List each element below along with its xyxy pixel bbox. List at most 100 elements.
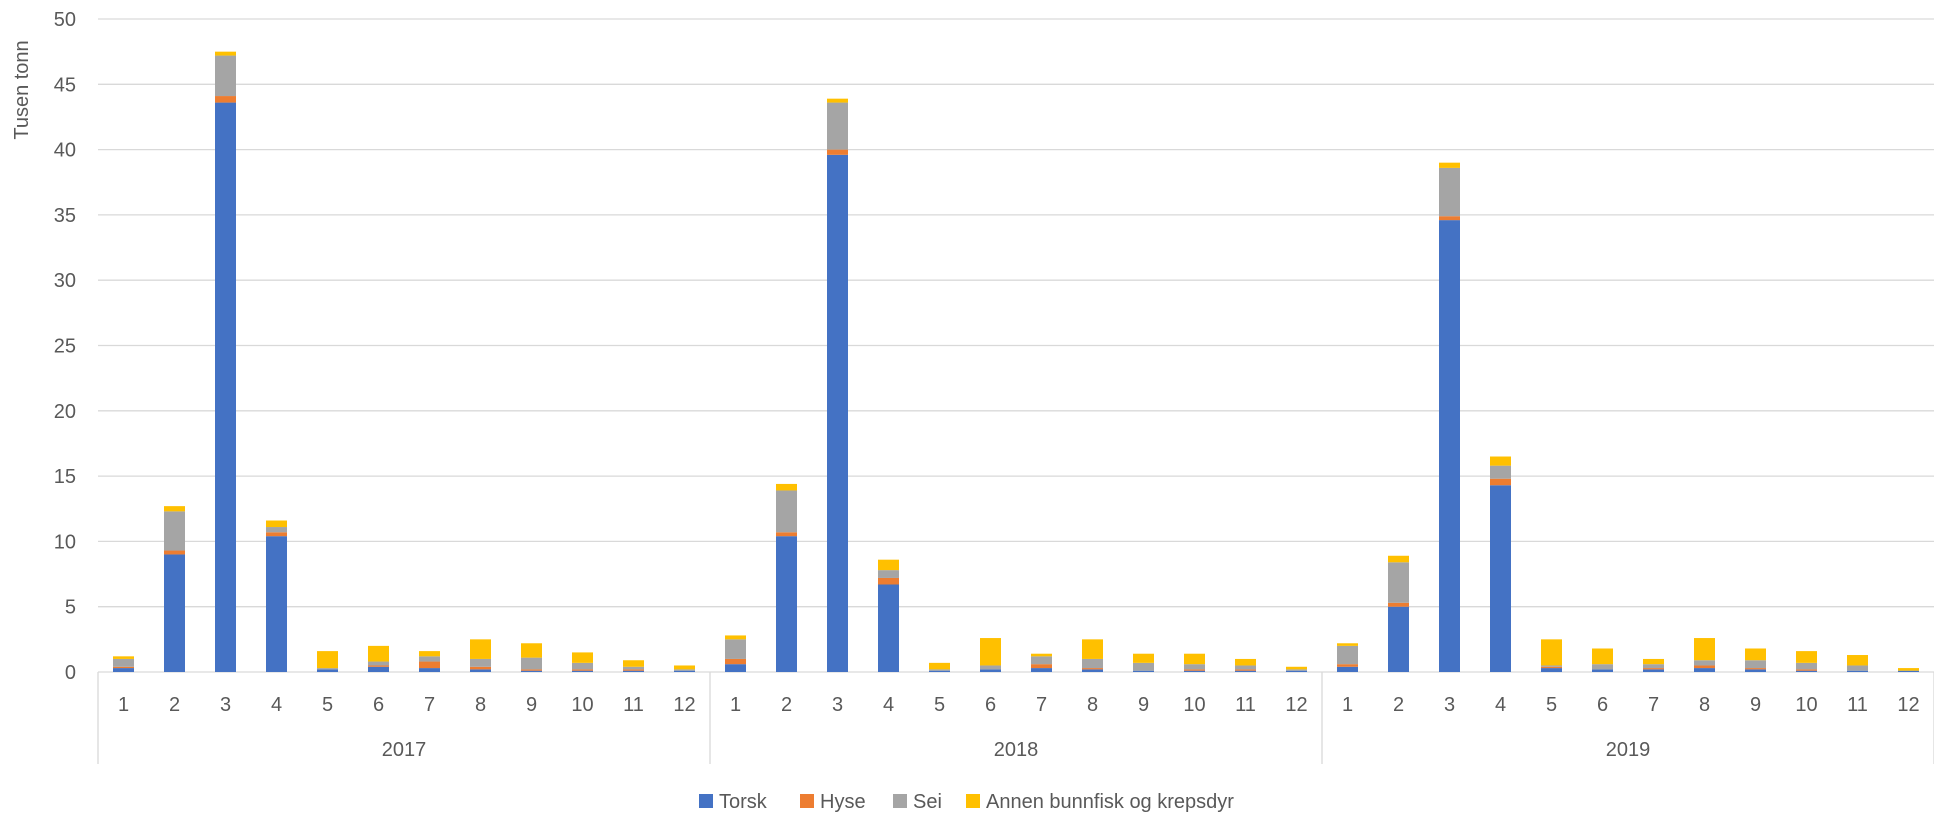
bar-segment-torsk (1745, 669, 1766, 672)
x-tick-label: 7 (424, 694, 435, 716)
bar-segment-torsk (1541, 668, 1562, 672)
bar-segment-sei (1337, 645, 1358, 665)
bar-segment-torsk (827, 154, 848, 673)
x-tick-label: 9 (1138, 694, 1149, 716)
legend-swatch (893, 794, 907, 808)
bar-segment-annen (1490, 456, 1511, 466)
bar-segment-hyse (1694, 665, 1715, 669)
y-axis: 0 5 10 15 20 25 30 35 40 45 50 (54, 9, 76, 684)
bar-segment-sei (1133, 662, 1154, 671)
bars (113, 51, 1919, 673)
bar-segment-sei (1184, 664, 1205, 670)
bar-segment-hyse (572, 669, 593, 671)
x-tick-label: 11 (1235, 694, 1256, 716)
bar-segment-annen (1337, 643, 1358, 646)
bar-segment-torsk (1082, 669, 1103, 672)
x-tick-label: 4 (1495, 694, 1506, 716)
bar-segment-sei (929, 669, 950, 671)
bar-segment-annen (980, 638, 1001, 666)
bar-segment-annen (113, 656, 134, 659)
bar-segment-sei (470, 658, 491, 667)
bar-segment-sei (1541, 665, 1562, 667)
bar-segment-sei (1490, 465, 1511, 479)
bar-segment-sei (1847, 665, 1868, 671)
bar-segment-hyse (776, 532, 797, 537)
bar-segment-annen (674, 665, 695, 670)
bar-segment-annen (1898, 668, 1919, 671)
bar-segment-sei (1286, 669, 1307, 671)
y-tick-label: 10 (54, 531, 76, 553)
bar-segment-hyse (878, 577, 899, 585)
bar-segment-hyse (1031, 664, 1052, 669)
x-tick-label: 11 (1847, 694, 1868, 716)
bar-segment-torsk (1643, 669, 1664, 672)
x-tick-label: 5 (322, 694, 333, 716)
x-tick-label: 6 (1597, 694, 1608, 716)
x-tick-label: 5 (934, 694, 945, 716)
bar-segment-torsk (1694, 668, 1715, 672)
bar-segment-sei (368, 661, 389, 666)
legend-swatch (966, 794, 980, 808)
legend-label: Annen bunnfisk og krepsdyr (986, 791, 1234, 813)
y-tick-label: 35 (54, 205, 76, 227)
bar-segment-sei (215, 55, 236, 97)
bar-segment-annen (1745, 648, 1766, 661)
x-tick-label: 2 (1393, 694, 1404, 716)
bar-segment-annen (521, 643, 542, 658)
bar-segment-annen (1031, 653, 1052, 657)
bar-segment-torsk (164, 554, 185, 672)
bar-segment-annen (164, 506, 185, 512)
bar-segment-torsk (266, 536, 287, 672)
bar-segment-sei (1796, 662, 1817, 670)
x-tick-label: 1 (1342, 694, 1353, 716)
y-tick-label: 50 (54, 9, 76, 31)
bar-segment-torsk (521, 670, 542, 672)
bar-segment-sei (776, 490, 797, 533)
bar-segment-sei (1745, 660, 1766, 669)
bar-segment-sei (674, 669, 695, 671)
bar-segment-hyse (1082, 668, 1103, 670)
y-axis-label: Tusen tonn (11, 40, 33, 139)
bar-segment-annen (1643, 658, 1664, 665)
bar-segment-sei (623, 666, 644, 670)
x-tick-label: 8 (475, 694, 486, 716)
bar-segment-annen (1388, 555, 1409, 563)
bar-segment-torsk (1388, 606, 1409, 672)
bar-segment-sei (521, 657, 542, 670)
gridlines (98, 18, 1934, 673)
bar-segment-annen (1133, 653, 1154, 663)
bar-segment-torsk (623, 670, 644, 672)
bar-segment-sei (572, 662, 593, 670)
bar-segment-annen (878, 559, 899, 571)
bar-segment-hyse (725, 658, 746, 665)
x-tick-label: 8 (1087, 694, 1098, 716)
bar-segment-hyse (1439, 216, 1460, 221)
bar-segment-annen (1796, 651, 1817, 663)
bar-segment-sei (266, 527, 287, 533)
bar-segment-torsk (1898, 670, 1919, 672)
bar-segment-annen (1286, 666, 1307, 670)
bar-segment-torsk (572, 670, 593, 672)
bar-segment-annen (368, 645, 389, 662)
x-group-label: 2017 (382, 739, 427, 761)
bar-segment-hyse (1388, 602, 1409, 607)
x-tick-label: 3 (1444, 694, 1455, 716)
legend-swatch (699, 794, 713, 808)
bar-segment-sei (1694, 660, 1715, 666)
x-tick-label: 6 (373, 694, 384, 716)
bar-segment-annen (572, 652, 593, 663)
bar-segment-torsk (1133, 670, 1154, 672)
bar-segment-annen (1847, 655, 1868, 666)
legend-swatch (800, 794, 814, 808)
x-tick-label: 3 (220, 694, 231, 716)
bar-segment-torsk (980, 669, 1001, 672)
bar-segment-annen (1541, 639, 1562, 666)
bar-segment-annen (776, 483, 797, 491)
bar-segment-sei (827, 102, 848, 150)
bar-segment-torsk (1184, 670, 1205, 672)
bar-segment-hyse (1643, 668, 1664, 670)
y-tick-label: 45 (54, 74, 76, 96)
x-tick-label: 10 (571, 694, 593, 716)
